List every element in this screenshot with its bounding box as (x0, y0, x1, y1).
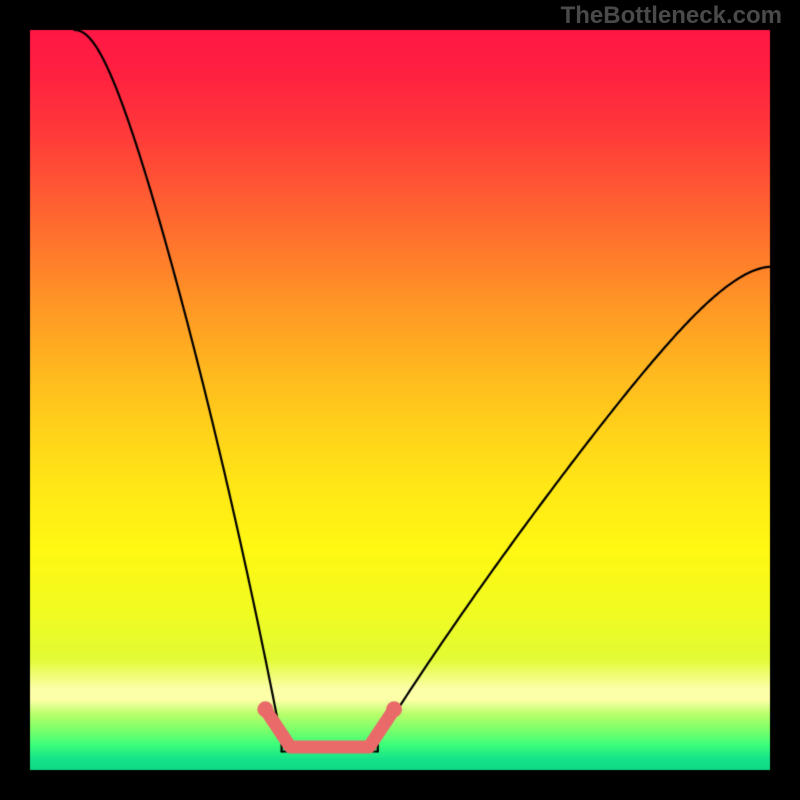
bottleneck-curve-chart (0, 0, 800, 800)
